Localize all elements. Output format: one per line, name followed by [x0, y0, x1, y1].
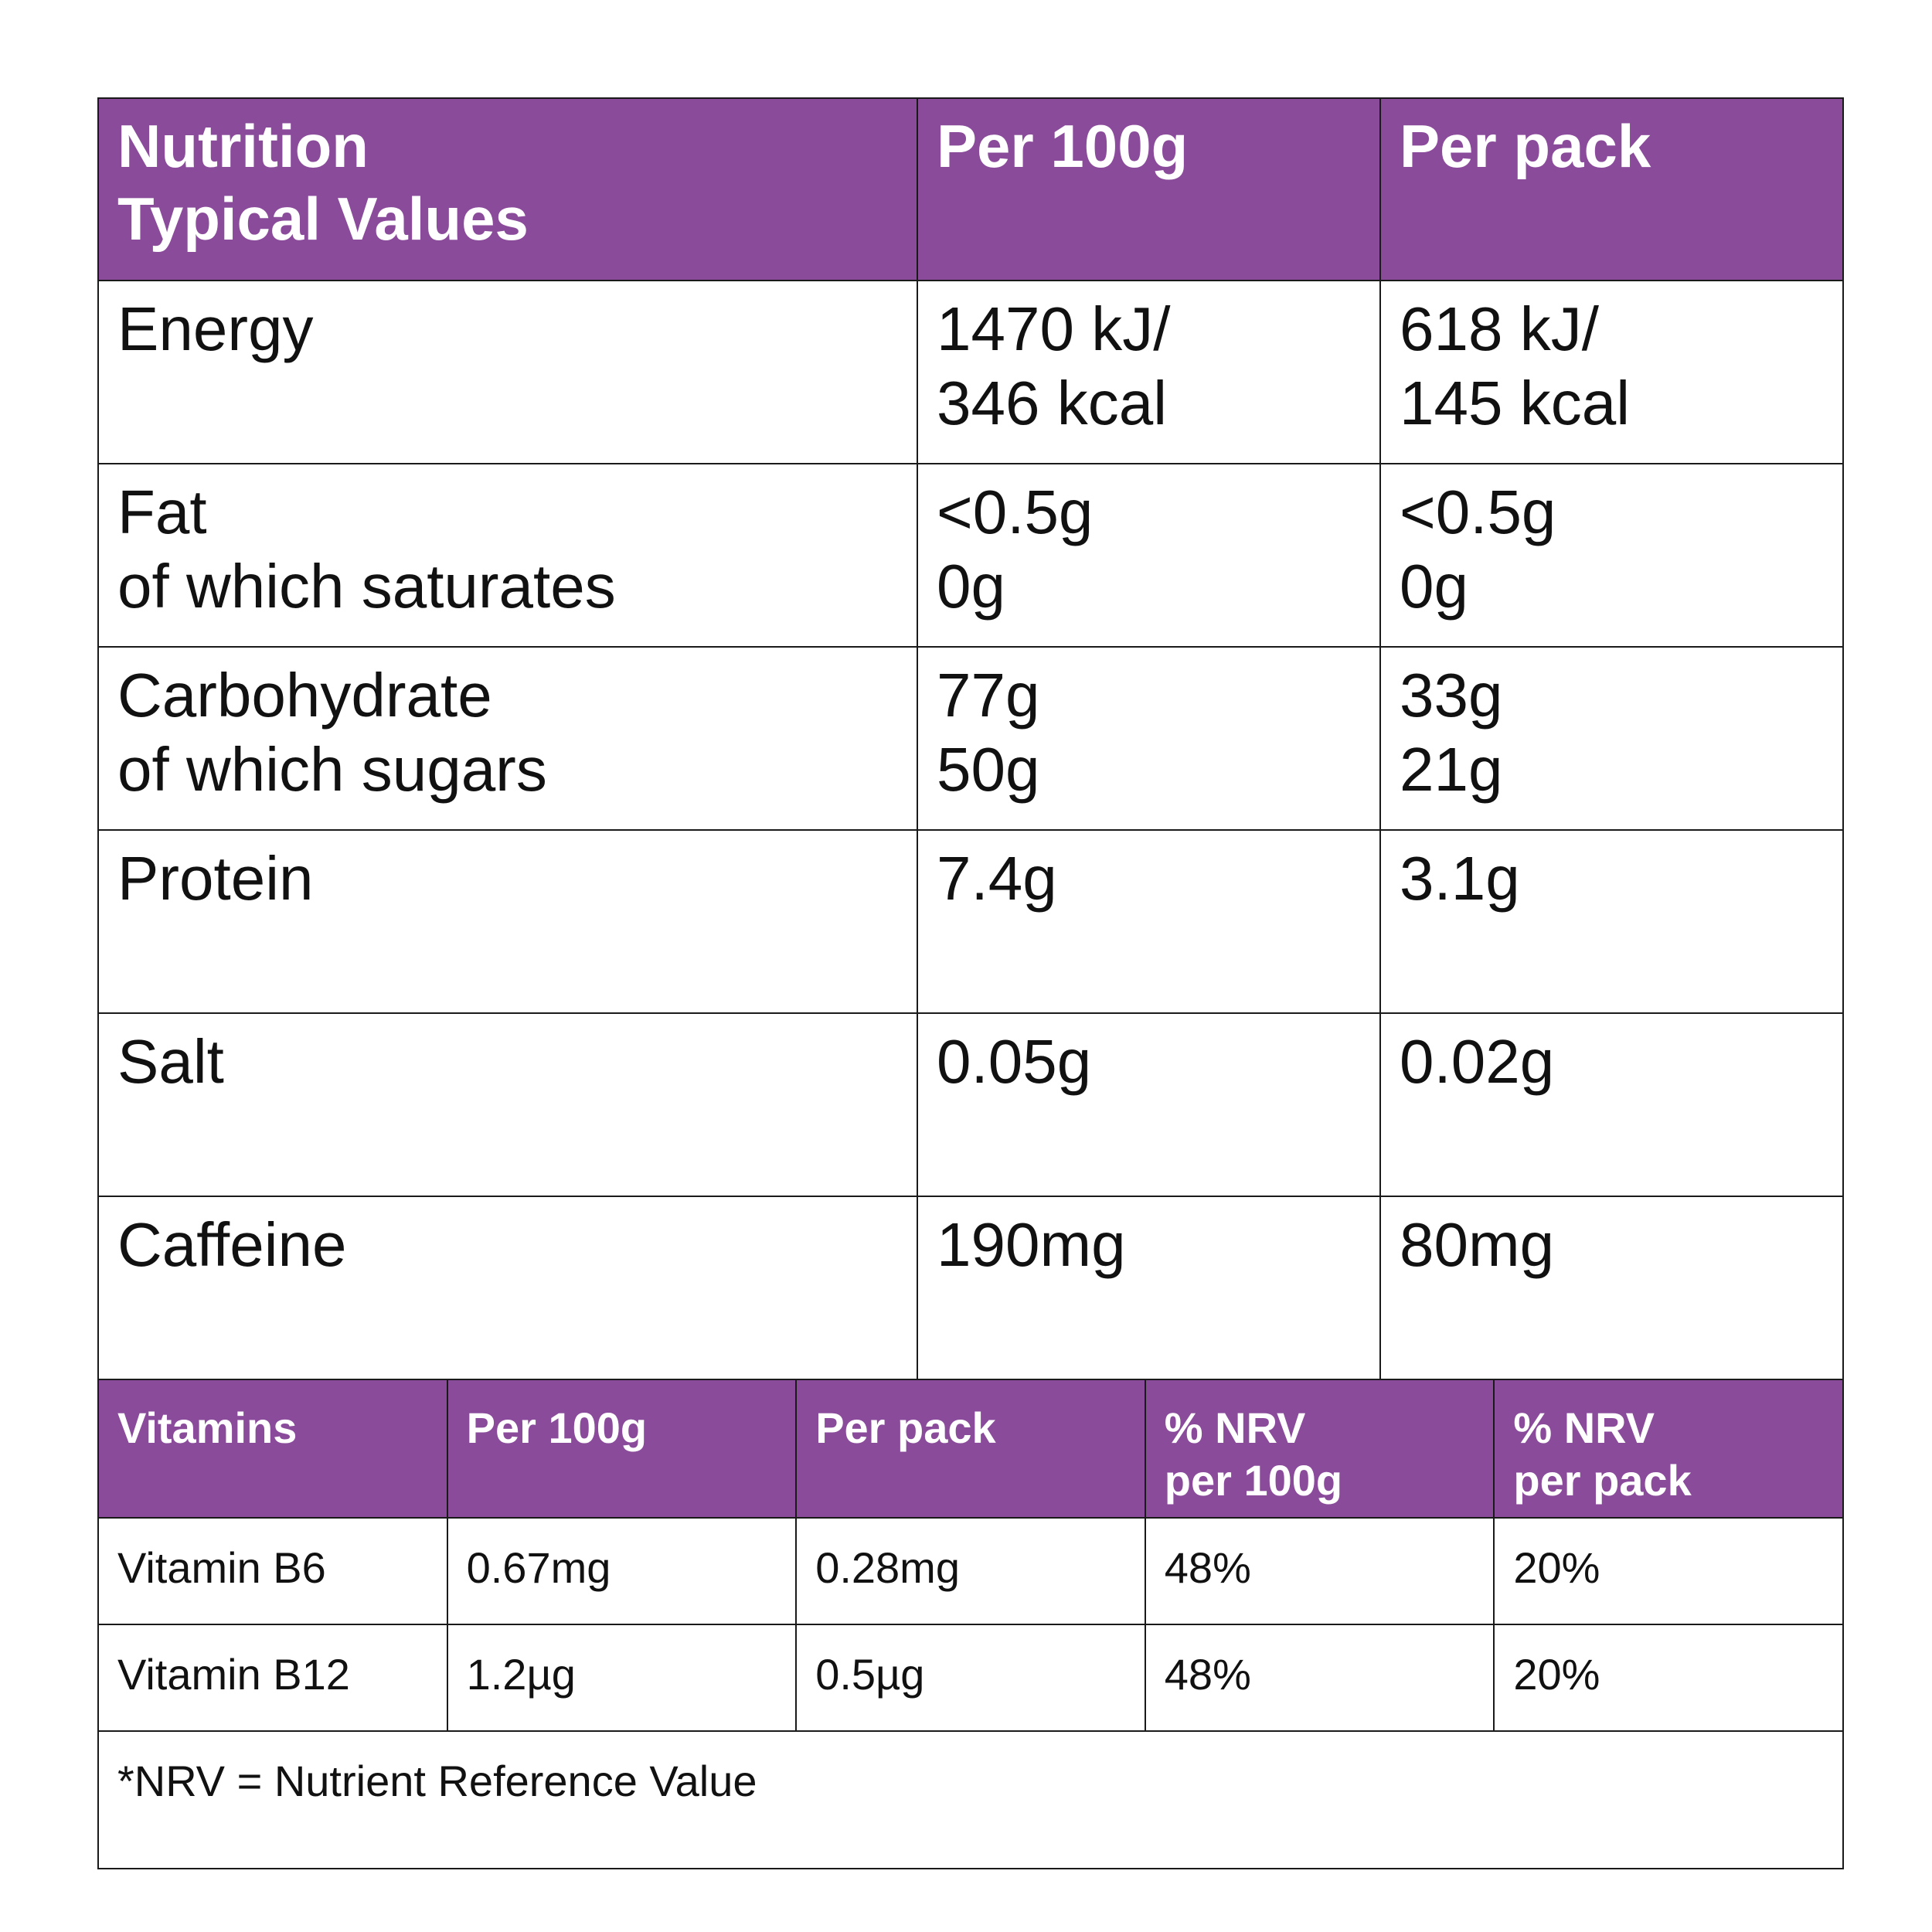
value-line: 7.4g: [937, 844, 1057, 913]
header-per-100g: Per 100g: [917, 97, 1381, 281]
nutrient-label: Protein: [97, 829, 918, 1014]
header-nrv-per-100g: % NRV per 100g: [1144, 1380, 1495, 1519]
value-line: 145 kcal: [1400, 369, 1630, 437]
vitamin-per-100g: 0.67mg: [446, 1517, 798, 1625]
value-per-pack: <0.5g 0g: [1379, 463, 1844, 648]
value-line: 346 kcal: [937, 369, 1167, 437]
value-line: 0.02g: [1400, 1027, 1555, 1096]
vitamin-name: Vitamin B6: [97, 1517, 448, 1625]
nutrient-label: Caffeine: [97, 1196, 918, 1380]
header-typical-values: Nutrition Typical Values: [97, 97, 918, 281]
label-line: of which sugars: [117, 735, 547, 804]
value-line: 50g: [937, 735, 1040, 804]
value-line: 21g: [1400, 735, 1503, 804]
value-line: 3.1g: [1400, 844, 1520, 913]
header-label-line1: Nutrition: [117, 112, 369, 180]
value-line: 33g: [1400, 661, 1503, 730]
vitamin-per-pack: 0.28mg: [795, 1517, 1146, 1625]
value-line: 77g: [937, 661, 1040, 730]
value-per-100g: 0.05g: [917, 1012, 1381, 1197]
value-line: 0g: [1400, 552, 1468, 621]
vitamin-nrv-per-pack: 20%: [1493, 1624, 1844, 1732]
value-per-pack: 618 kJ/ 145 kcal: [1379, 280, 1844, 464]
vitamins-header-row: Vitamins Per 100g Per pack % NRV per 100…: [97, 1380, 1844, 1519]
value-per-100g: 7.4g: [917, 829, 1381, 1014]
value-line: 0g: [937, 552, 1005, 621]
header-vitamins: Vitamins: [97, 1380, 448, 1519]
header-per-100g-text: Per 100g: [937, 112, 1189, 180]
header-vitamins-text: Vitamins: [117, 1403, 298, 1452]
value-per-100g: 77g 50g: [917, 646, 1381, 831]
header-nrv-line2: per 100g: [1164, 1456, 1343, 1505]
vitamin-nrv-per-100g: 48%: [1144, 1517, 1495, 1625]
label-line: Caffeine: [117, 1210, 347, 1279]
vitamin-nrv-per-100g: 48%: [1144, 1624, 1495, 1732]
label-line: Fat: [117, 478, 207, 546]
table-row-salt: Salt 0.05g 0.02g: [97, 1012, 1844, 1197]
label-line: of which saturates: [117, 552, 616, 621]
value-per-pack: 3.1g: [1379, 829, 1844, 1014]
nutrient-label: Carbohydrate of which sugars: [97, 646, 918, 831]
label-line: Salt: [117, 1027, 224, 1096]
vitamin-per-100g: 1.2µg: [446, 1624, 798, 1732]
nutrient-label: Energy: [97, 280, 918, 464]
nutrition-table: Nutrition Typical Values Per 100g Per pa…: [97, 97, 1844, 1380]
vitamin-per-pack: 0.5µg: [795, 1624, 1146, 1732]
header-vit-per-100g-text: Per 100g: [466, 1403, 648, 1452]
header-vit-per-pack: Per pack: [795, 1380, 1146, 1519]
value-per-pack: 33g 21g: [1379, 646, 1844, 831]
nutrient-label: Fat of which saturates: [97, 463, 918, 648]
label-line: Energy: [117, 294, 314, 363]
value-per-pack: 0.02g: [1379, 1012, 1844, 1197]
header-per-pack-text: Per pack: [1400, 112, 1651, 180]
header-vit-per-pack-text: Per pack: [815, 1403, 996, 1452]
table-row-protein: Protein 7.4g 3.1g: [97, 829, 1844, 1014]
nutrition-label: Nutrition Typical Values Per 100g Per pa…: [97, 97, 1844, 1869]
table-row-carbohydrate: Carbohydrate of which sugars 77g 50g 33g…: [97, 646, 1844, 831]
footnote-row: *NRV = Nutrient Reference Value: [97, 1730, 1844, 1869]
header-per-pack: Per pack: [1379, 97, 1844, 281]
vitamins-table: Vitamins Per 100g Per pack % NRV per 100…: [97, 1380, 1844, 1869]
header-nrv-line1: % NRV: [1513, 1403, 1655, 1452]
header-nrv-line1: % NRV: [1164, 1403, 1306, 1452]
value-per-100g: <0.5g 0g: [917, 463, 1381, 648]
header-vit-per-100g: Per 100g: [446, 1380, 798, 1519]
value-per-pack: 80mg: [1379, 1196, 1844, 1380]
value-line: <0.5g: [1400, 478, 1556, 546]
header-nrv-line2: per pack: [1513, 1456, 1692, 1505]
value-line: 618 kJ/: [1400, 294, 1599, 363]
value-per-100g: 190mg: [917, 1196, 1381, 1380]
table-row-vitamin-b6: Vitamin B6 0.67mg 0.28mg 48% 20%: [97, 1517, 1844, 1625]
label-line: Carbohydrate: [117, 661, 492, 730]
nrv-footnote: *NRV = Nutrient Reference Value: [97, 1730, 1844, 1869]
value-line: 80mg: [1400, 1210, 1555, 1279]
table-row-fat: Fat of which saturates <0.5g 0g <0.5g 0g: [97, 463, 1844, 648]
table-row-caffeine: Caffeine 190mg 80mg: [97, 1196, 1844, 1380]
nutrient-label: Salt: [97, 1012, 918, 1197]
value-line: 0.05g: [937, 1027, 1092, 1096]
vitamin-nrv-per-pack: 20%: [1493, 1517, 1844, 1625]
header-nrv-per-pack: % NRV per pack: [1493, 1380, 1844, 1519]
value-line: 1470 kJ/: [937, 294, 1171, 363]
value-line: <0.5g: [937, 478, 1094, 546]
nutrition-header-row: Nutrition Typical Values Per 100g Per pa…: [97, 97, 1844, 281]
value-per-100g: 1470 kJ/ 346 kcal: [917, 280, 1381, 464]
header-label-line2: Typical Values: [117, 185, 529, 253]
label-line: Protein: [117, 844, 314, 913]
table-row-energy: Energy 1470 kJ/ 346 kcal 618 kJ/ 145 kca…: [97, 280, 1844, 464]
vitamin-name: Vitamin B12: [97, 1624, 448, 1732]
table-row-vitamin-b12: Vitamin B12 1.2µg 0.5µg 48% 20%: [97, 1624, 1844, 1732]
value-line: 190mg: [937, 1210, 1126, 1279]
